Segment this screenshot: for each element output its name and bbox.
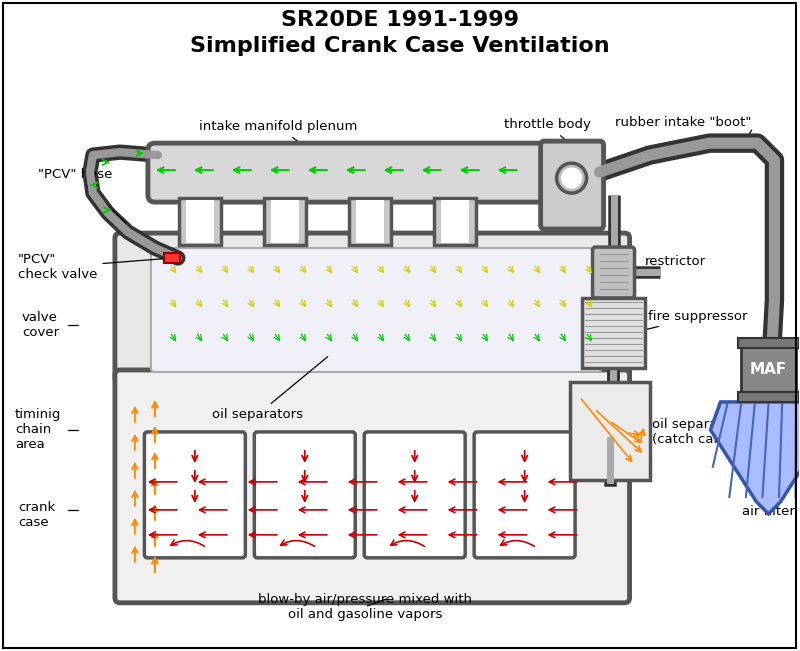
FancyBboxPatch shape xyxy=(742,338,797,402)
Text: MAF: MAF xyxy=(750,363,787,378)
Text: timinig
chain
area: timinig chain area xyxy=(15,408,62,451)
Text: fire suppressor: fire suppressor xyxy=(647,310,747,329)
FancyBboxPatch shape xyxy=(151,248,602,372)
Polygon shape xyxy=(710,402,800,514)
FancyBboxPatch shape xyxy=(179,198,221,245)
FancyBboxPatch shape xyxy=(541,141,603,229)
FancyBboxPatch shape xyxy=(186,200,214,243)
Text: blow-by air/pressure mixed with
oil and gasoline vapors: blow-by air/pressure mixed with oil and … xyxy=(258,593,472,621)
Text: "PCV"
check valve: "PCV" check valve xyxy=(18,253,169,281)
FancyBboxPatch shape xyxy=(144,432,246,558)
Text: intake manifold plenum: intake manifold plenum xyxy=(198,120,357,148)
Circle shape xyxy=(557,163,586,193)
FancyBboxPatch shape xyxy=(271,200,298,243)
FancyBboxPatch shape xyxy=(264,198,306,245)
Text: throttle body: throttle body xyxy=(504,118,591,143)
FancyBboxPatch shape xyxy=(148,143,562,202)
FancyBboxPatch shape xyxy=(254,432,355,558)
Text: air filter: air filter xyxy=(742,505,795,518)
FancyBboxPatch shape xyxy=(738,338,799,348)
Text: rubber intake "boot": rubber intake "boot" xyxy=(615,116,751,129)
FancyBboxPatch shape xyxy=(441,200,469,243)
Text: oil separators: oil separators xyxy=(212,357,328,421)
Text: crank
case: crank case xyxy=(18,501,55,529)
Bar xyxy=(164,253,180,263)
Text: valve
cover: valve cover xyxy=(22,311,59,339)
FancyBboxPatch shape xyxy=(570,382,650,480)
FancyBboxPatch shape xyxy=(120,238,178,598)
Text: restrictor: restrictor xyxy=(634,255,706,271)
FancyBboxPatch shape xyxy=(364,432,465,558)
FancyBboxPatch shape xyxy=(434,198,476,245)
Text: Simplified Crank Case Ventilation: Simplified Crank Case Ventilation xyxy=(190,36,610,56)
Text: oil separator
(catch can): oil separator (catch can) xyxy=(651,418,736,446)
Text: SR20DE 1991-1999: SR20DE 1991-1999 xyxy=(281,10,518,30)
FancyBboxPatch shape xyxy=(593,247,634,298)
FancyBboxPatch shape xyxy=(115,370,630,603)
FancyBboxPatch shape xyxy=(349,198,390,245)
FancyBboxPatch shape xyxy=(115,233,630,383)
Text: "PCV" hose: "PCV" hose xyxy=(38,168,126,223)
Circle shape xyxy=(562,168,582,188)
FancyBboxPatch shape xyxy=(582,298,645,368)
FancyBboxPatch shape xyxy=(474,432,575,558)
FancyBboxPatch shape xyxy=(356,200,384,243)
FancyBboxPatch shape xyxy=(738,392,799,402)
